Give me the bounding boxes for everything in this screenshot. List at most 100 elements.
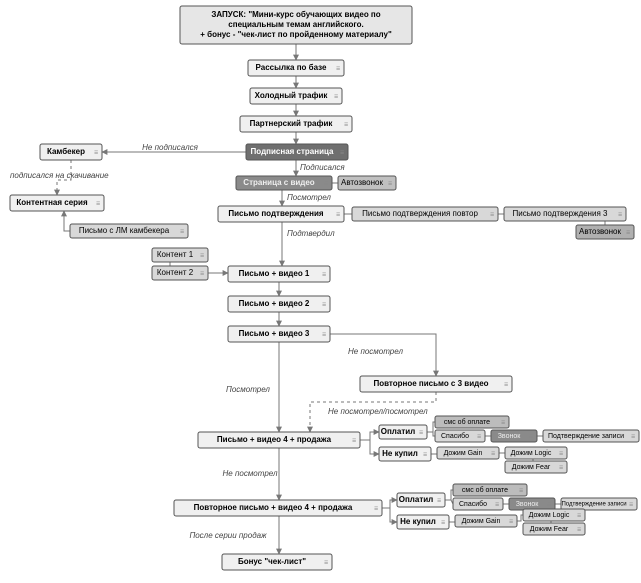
- node-oplatil2: Оплатил≡: [397, 493, 445, 507]
- chevron-icon: ≡: [322, 301, 326, 308]
- node-label: специальным темам английского.: [228, 20, 363, 29]
- node-podtv2: Подтверждение записи≡: [561, 498, 637, 510]
- chevron-icon: ≡: [631, 433, 635, 440]
- chevron-icon: ≡: [94, 149, 98, 156]
- node-label: Подписная страница: [251, 147, 334, 156]
- node-oplatil1: Оплатил≡: [379, 425, 427, 439]
- node-gain1: Дожим Gain ≡: [437, 447, 499, 459]
- node-spasibo1: Спасибо ≡: [435, 430, 485, 442]
- chevron-icon: ≡: [437, 497, 441, 504]
- node-label: Бонус "чек-лист": [238, 557, 306, 566]
- node-label: Страница с видео: [243, 178, 315, 187]
- node-partner: Партнерский трафик≡: [240, 116, 352, 132]
- edge-label: Не посмотрел/посмотрел: [328, 407, 428, 416]
- chevron-icon: ≡: [419, 429, 423, 436]
- node-label: Рассылка по базе: [256, 63, 327, 72]
- node-label: Оплатил: [399, 495, 434, 504]
- chevron-icon: ≡: [559, 464, 563, 471]
- node-label: Письмо подтверждения: [228, 209, 324, 218]
- chevron-icon: ≡: [559, 450, 563, 457]
- chevron-icon: ≡: [501, 419, 505, 426]
- node-rassylka: Рассылка по базе ≡: [248, 60, 344, 76]
- chevron-icon: ≡: [334, 93, 338, 100]
- node-label: Оплатил: [381, 427, 416, 436]
- nodes: ЗАПУСК: "Мини-курс обучающих видео поспе…: [10, 6, 639, 570]
- node-spasibo2: Спасибо≡: [453, 498, 503, 510]
- edge-label: Подтвердил: [287, 229, 335, 238]
- node-bonus: Бонус "чек-лист" ≡: [222, 554, 332, 570]
- node-label: Письмо + видео 4 + продажа: [217, 435, 332, 444]
- edge-label: Не подписался: [142, 143, 198, 152]
- node-kontent1: Контент 1≡: [152, 248, 208, 262]
- flow-edge: [517, 515, 523, 521]
- chevron-icon: ≡: [96, 200, 100, 207]
- node-auto2: Автозвонок ≡: [576, 225, 634, 239]
- node-label: Дожим Fear: [530, 526, 569, 533]
- node-zvonok2: Звонок≡: [509, 498, 555, 510]
- chevron-icon: ≡: [509, 518, 513, 525]
- node-pv3: Письмо + видео 3 ≡: [228, 326, 330, 342]
- flow-edge: [382, 500, 397, 508]
- flow-edge: [427, 432, 435, 436]
- node-label: Письмо + видео 2: [239, 299, 310, 308]
- node-kontent2: Контент 2≡: [152, 266, 208, 280]
- edge-label: Посмотрел: [226, 385, 270, 394]
- chevron-icon: ≡: [529, 433, 533, 440]
- chevron-icon: ≡: [324, 559, 328, 566]
- flow-edge: [390, 508, 397, 522]
- node-confirm: Письмо подтверждения≡: [218, 206, 344, 222]
- node-lm: Письмо с ЛМ камбекера≡: [70, 224, 188, 238]
- node-pv4r: Повторное письмо + видео 4 + продажа≡: [174, 500, 382, 516]
- chevron-icon: ≡: [374, 505, 378, 512]
- node-video_page: Страница с видео≡: [236, 176, 332, 190]
- node-label: Спасибо: [441, 432, 469, 440]
- node-label: смс об оплате: [444, 418, 490, 426]
- node-label: Дожим Gain: [444, 450, 483, 457]
- chevron-icon: ≡: [423, 451, 427, 458]
- node-label: + бонус - "чек-лист по пройденному матер…: [200, 30, 392, 39]
- chevron-icon: ≡: [388, 180, 392, 187]
- node-pv4: Письмо + видео 4 + продажа≡: [198, 432, 360, 448]
- node-label: Подтверждение записи: [561, 502, 626, 508]
- node-label: Дожим Logic: [529, 512, 570, 519]
- node-gain2: Дожим Gain≡: [455, 515, 517, 527]
- chevron-icon: ≡: [629, 501, 633, 508]
- chevron-icon: ≡: [491, 450, 495, 457]
- node-sms2: смс об оплате≡: [453, 484, 527, 496]
- node-pv1: Письмо + видео 1≡: [228, 266, 330, 282]
- flow-edge: [370, 440, 379, 454]
- node-label: Автозвонок: [341, 178, 383, 187]
- chevron-icon: ≡: [490, 211, 494, 218]
- node-repeat3: Повторное письмо с 3 видео≡: [360, 376, 512, 392]
- edge-label: Подписался: [300, 163, 345, 172]
- chevron-icon: ≡: [180, 228, 184, 235]
- node-label: Спасибо: [459, 500, 487, 508]
- node-sms1: смс об оплате ≡: [435, 416, 509, 428]
- chevron-icon: ≡: [626, 229, 630, 236]
- node-label: Контент 1: [157, 250, 194, 259]
- node-logic2: Дожим Logic ≡: [523, 509, 585, 521]
- node-auto1: Автозвонок ≡: [338, 176, 396, 190]
- node-logic1: Дожим Logic≡: [505, 447, 567, 459]
- chevron-icon: ≡: [577, 512, 581, 519]
- node-nekupil1: Не купил≡: [379, 447, 431, 461]
- node-nekupil2: Не купил≡: [397, 515, 449, 529]
- node-confirm2: Письмо подтверждения повтор ≡: [352, 207, 498, 221]
- node-label: Подтверждение записи: [548, 433, 624, 440]
- funnel-diagram: Не подписалсяподписался на скачиваниеПод…: [0, 0, 641, 583]
- node-holod: Холодный трафик≡: [250, 88, 342, 104]
- node-start: ЗАПУСК: "Мини-курс обучающих видео поспе…: [180, 6, 412, 44]
- chevron-icon: ≡: [477, 433, 481, 440]
- node-label: Письмо подтверждения повтор: [362, 209, 478, 218]
- chevron-icon: ≡: [519, 487, 523, 494]
- node-label: Контент 2: [157, 268, 194, 277]
- node-content_series: Контентная серия≡: [10, 195, 104, 211]
- chevron-icon: ≡: [336, 65, 340, 72]
- node-kambeker: Камбекер≡: [40, 144, 102, 160]
- chevron-icon: ≡: [344, 121, 348, 128]
- node-label: Автозвонок: [579, 227, 621, 236]
- flow-edge: [360, 432, 379, 440]
- chevron-icon: ≡: [322, 331, 326, 338]
- node-label: Звонок: [516, 501, 540, 508]
- node-label: Письмо + видео 3: [239, 329, 310, 338]
